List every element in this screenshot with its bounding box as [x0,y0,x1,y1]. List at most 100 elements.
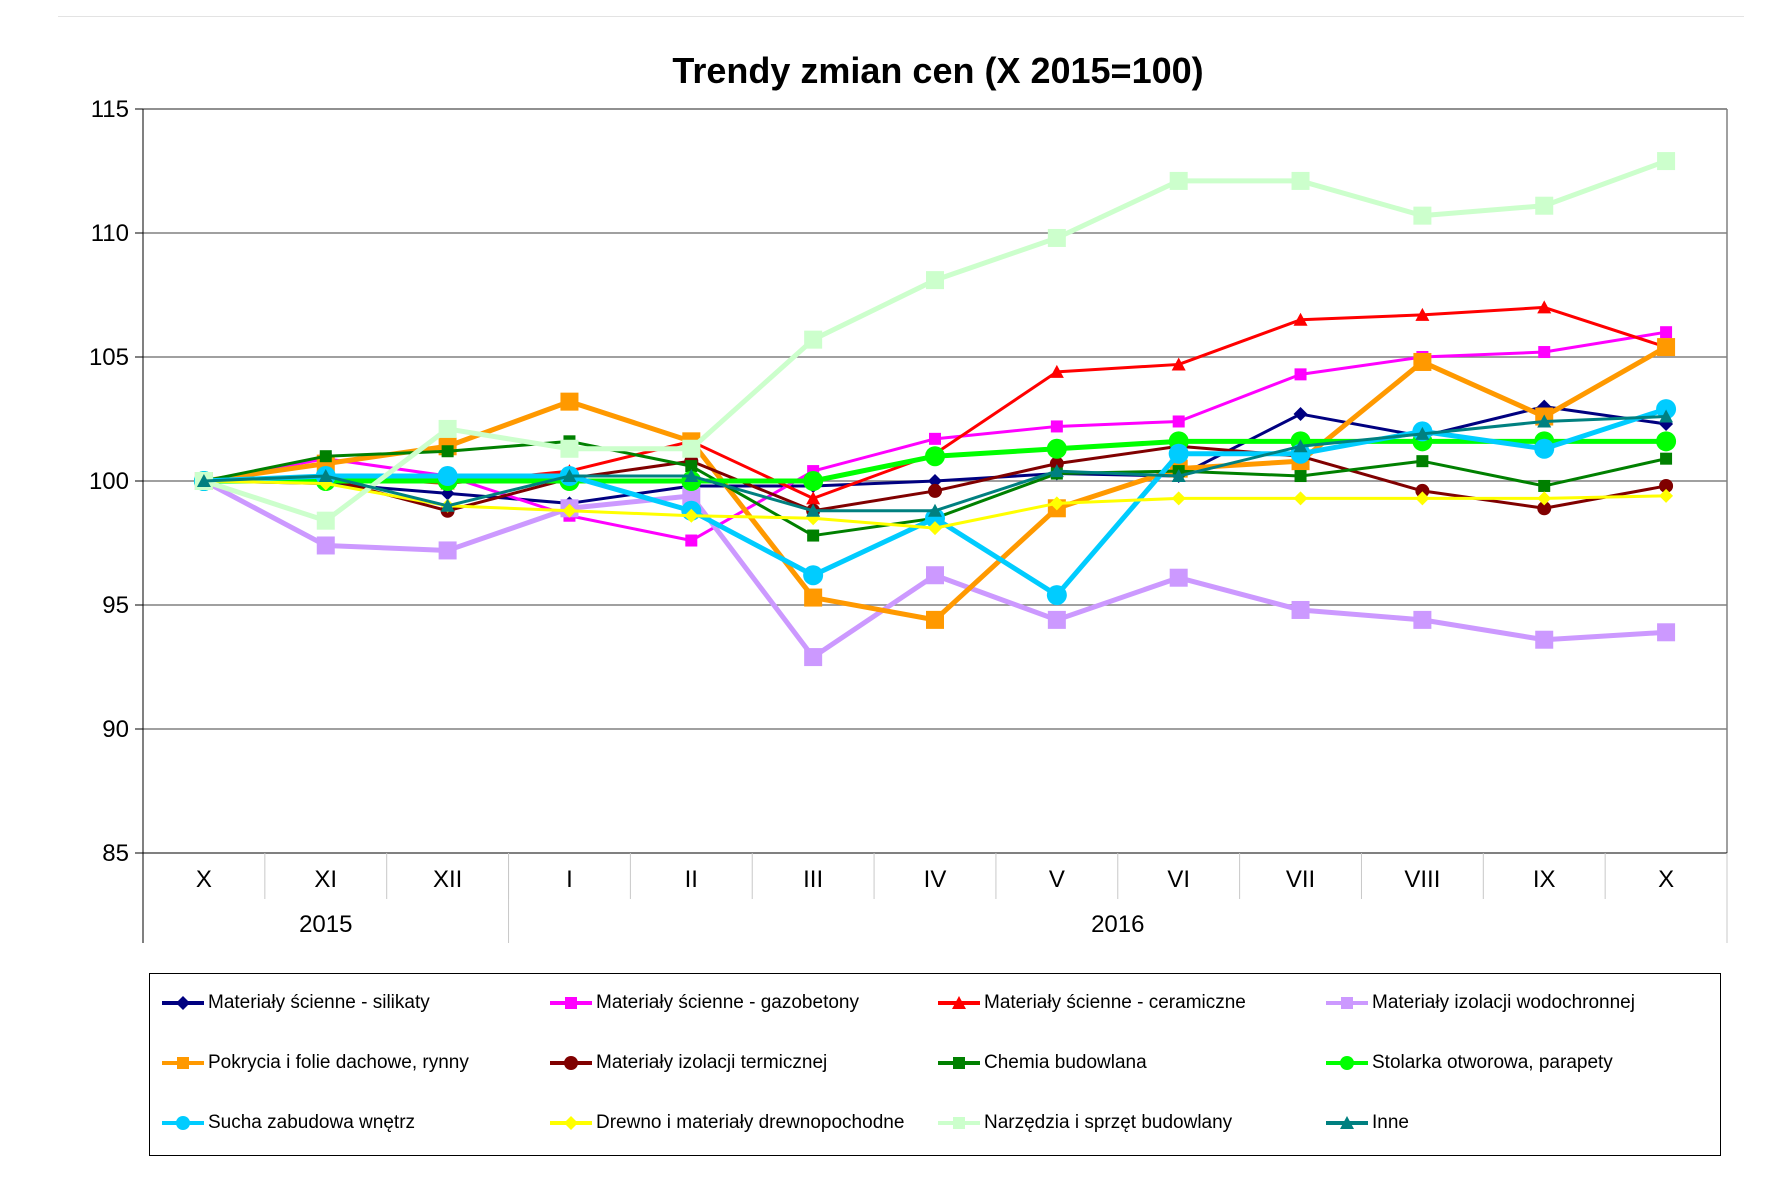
legend-swatch [1326,1116,1368,1129]
data-point [1538,346,1551,359]
legend-swatch [550,1116,592,1130]
data-point [1659,409,1674,423]
series-line [203,305,1667,500]
data-point [1537,414,1552,428]
data-point [1657,338,1676,357]
data-point [1049,364,1064,378]
legend-item: Sucha zabudowa wnętrz [160,1110,548,1136]
data-point [1660,452,1673,465]
legend-item: Materiały izolacji termicznej [548,1050,936,1076]
legend-swatch [550,997,592,1009]
legend-label: Materiały ścienne - gazobetony [596,992,859,1013]
data-point [1294,470,1307,483]
data-point [1046,585,1067,606]
x-tick-label: X [196,866,212,893]
legend-item: Materiały ścienne - ceramiczne [936,990,1324,1016]
y-tick-label: 115 [91,96,129,123]
data-point [562,503,577,518]
data-point [1049,456,1064,471]
data-point [926,271,944,290]
legend-grid: Materiały ścienne - silikaty Materiały śc… [160,990,1712,1136]
data-point [1415,491,1430,506]
data-point [1172,415,1185,428]
data-point [1656,431,1677,452]
x-tick-label: VI [1167,866,1190,893]
data-point [438,541,457,560]
data-point [1171,357,1186,371]
legend-item: Pokrycia i folie dachowe, rynny [160,1050,548,1076]
data-point [437,466,458,487]
data-point [1656,399,1677,420]
legend-swatch [550,1056,592,1070]
legend-swatch [162,996,204,1010]
data-point [803,565,824,586]
x-tick-label: XII [433,866,462,893]
legend-item: Chemia budowlana [936,1050,1324,1076]
legend-swatch-marker [564,1056,578,1070]
data-point [1047,228,1066,247]
data-point [1168,443,1189,464]
top-rule [58,16,1744,17]
data-point [1659,478,1674,493]
data-point [1413,610,1432,629]
legend-label: Inne [1372,1112,1409,1133]
data-point [928,483,942,498]
data-point [1657,623,1676,642]
x-tick-label: III [803,866,823,893]
data-point [316,536,335,555]
legend-label: Sucha zabudowa wnętrz [208,1112,416,1133]
data-point [1660,326,1673,339]
legend-label: Materiały izolacji wodochronnej [1372,992,1635,1013]
data-point [1049,464,1064,478]
data-point [1294,368,1307,381]
x-tick-label: I [566,866,573,893]
data-point [1659,488,1674,503]
legend-swatch-marker [1340,1056,1354,1070]
legend-swatch [938,1117,980,1129]
legend-label: Drewno i materiały drewnopochodne [596,1112,905,1133]
data-point [1050,420,1063,433]
series-lines [193,152,1677,667]
x-tick-label: IX [1533,866,1556,893]
x-tick-label: VII [1286,866,1315,893]
legend-label: Materiały ścienne - ceramiczne [984,992,1246,1013]
data-point [1171,491,1186,506]
legend: Materiały ścienne - silikaty Materiały śc… [149,973,1721,1156]
data-point [1538,479,1551,492]
data-point [1537,491,1552,506]
data-point [441,445,454,458]
legend-swatch [1326,1056,1368,1070]
legend-label: Materiały izolacji termicznej [596,1052,828,1073]
data-point [804,588,823,607]
x-tick-label: XI [314,866,337,893]
legend-swatch-marker [953,1057,965,1069]
legend-label: Stolarka otworowa, parapety [1372,1052,1613,1073]
data-point [319,450,332,463]
series-12 [196,409,1674,517]
data-point [803,471,824,491]
data-point [804,330,823,349]
legend-swatch [938,996,980,1009]
data-point [196,474,211,487]
data-point [1657,152,1676,171]
legend-item: Inne [1324,1110,1712,1136]
legend-swatch [938,1057,980,1069]
line-chart: Trendy zmian cen (X 2015=100) 85 90 95 100 1… [89,50,1728,943]
data-point [925,446,945,467]
y-tick-label: 110 [91,220,129,247]
data-point [685,460,698,473]
data-point [1415,483,1430,498]
data-point [1537,501,1552,516]
y-tick-label: 90 [102,716,129,743]
legend-label: Materiały ścienne - silikaty [208,992,430,1013]
data-point [1293,407,1308,422]
data-point [1415,307,1430,321]
y-tick-label: 100 [89,468,129,495]
legend-swatch-marker [176,1116,190,1130]
legend-swatch [162,1116,204,1130]
legend-item: Narzędzia i sprzęt budowlany [936,1110,1324,1136]
legend-label: Chemia budowlana [984,1052,1147,1073]
data-point [316,511,335,530]
legend-swatch-marker [1341,997,1353,1009]
